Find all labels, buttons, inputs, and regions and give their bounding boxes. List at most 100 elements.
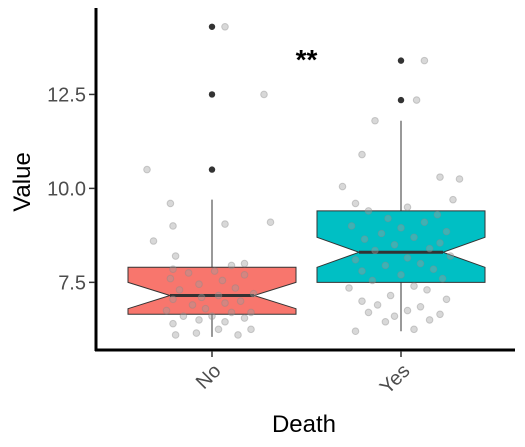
point-yes-44 <box>455 175 464 183</box>
outlier-no-1 <box>208 91 216 98</box>
point-no-8 <box>240 314 249 322</box>
point-yes-11 <box>442 295 451 304</box>
point-no-16 <box>221 299 229 307</box>
point-no-11 <box>227 308 236 317</box>
x-tick-label-no: No <box>192 360 226 394</box>
point-no-36 <box>169 222 177 230</box>
point-no-13 <box>201 304 210 313</box>
point-no-32 <box>240 259 249 268</box>
point-yes-35 <box>347 222 356 230</box>
point-yes-1 <box>410 325 418 334</box>
point-yes-26 <box>371 246 379 255</box>
point-yes-9 <box>373 301 382 309</box>
point-yes-46 <box>358 150 366 159</box>
point-no-25 <box>218 276 227 285</box>
point-yes-0 <box>351 327 360 336</box>
point-no-15 <box>188 301 197 309</box>
point-no-34 <box>149 237 158 245</box>
point-yes-47 <box>371 116 379 125</box>
point-no-23 <box>231 284 240 292</box>
point-no-35 <box>221 220 229 228</box>
point-yes-38 <box>433 210 442 219</box>
point-no-41 <box>221 22 229 31</box>
point-no-29 <box>210 267 219 275</box>
point-yes-40 <box>403 203 412 211</box>
box-yes <box>316 210 486 283</box>
point-no-10 <box>208 312 216 320</box>
point-no-12 <box>162 306 171 315</box>
point-no-18 <box>236 297 245 305</box>
point-no-31 <box>227 261 236 270</box>
point-no-20 <box>214 291 223 300</box>
outlier-yes-0 <box>397 96 405 104</box>
x-axis-title: Death <box>272 411 336 438</box>
point-no-37 <box>266 218 275 227</box>
point-no-39 <box>143 165 151 174</box>
point-no-6 <box>195 316 203 324</box>
point-no-17 <box>169 295 177 304</box>
point-no-26 <box>166 274 175 283</box>
box-no <box>127 266 297 315</box>
point-yes-17 <box>438 274 447 283</box>
point-yes-49 <box>420 56 429 65</box>
y-tick-label-2: 12.5 <box>47 84 86 106</box>
y-axis-title: Value <box>9 152 36 212</box>
point-yes-42 <box>449 195 457 204</box>
point-no-14 <box>247 308 255 317</box>
point-yes-25 <box>446 252 455 260</box>
point-yes-48 <box>412 96 421 104</box>
point-yes-29 <box>436 239 444 247</box>
point-yes-16 <box>368 276 377 285</box>
point-yes-8 <box>416 302 425 311</box>
x-tick-label-yes: Yes <box>376 360 415 399</box>
point-yes-13 <box>423 286 431 294</box>
point-yes-6 <box>364 308 373 317</box>
point-yes-18 <box>397 271 405 279</box>
point-yes-19 <box>358 267 366 275</box>
point-no-30 <box>169 265 177 273</box>
point-no-1 <box>192 329 201 337</box>
point-yes-33 <box>442 227 451 236</box>
point-yes-32 <box>377 229 386 238</box>
point-yes-2 <box>381 318 390 326</box>
point-no-7 <box>221 318 229 326</box>
point-no-4 <box>247 325 255 334</box>
point-yes-43 <box>338 182 347 191</box>
point-yes-20 <box>429 265 438 273</box>
point-yes-34 <box>397 224 405 232</box>
point-no-2 <box>214 325 223 334</box>
axes <box>94 8 515 352</box>
point-yes-5 <box>436 310 444 319</box>
point-yes-41 <box>351 199 360 208</box>
point-yes-24 <box>403 254 412 262</box>
annotations: ** <box>296 44 318 75</box>
point-yes-15 <box>410 282 418 290</box>
point-yes-23 <box>351 256 360 264</box>
y-tick-label-0: 7.5 <box>58 272 86 294</box>
point-no-24 <box>195 280 203 289</box>
point-yes-39 <box>364 207 373 215</box>
point-no-3 <box>234 331 242 339</box>
point-yes-7 <box>403 306 412 315</box>
point-yes-14 <box>345 284 353 292</box>
point-yes-10 <box>358 297 366 305</box>
point-yes-22 <box>416 259 425 268</box>
outlier-yes-1 <box>397 57 405 64</box>
point-no-0 <box>171 331 180 339</box>
point-yes-21 <box>381 261 390 270</box>
point-yes-3 <box>425 316 434 324</box>
point-no-22 <box>175 286 184 294</box>
point-no-27 <box>240 271 249 279</box>
point-yes-12 <box>386 291 395 300</box>
point-no-5 <box>169 319 177 328</box>
point-no-38 <box>166 199 175 208</box>
y-tick-label-1: 10.0 <box>47 178 86 200</box>
point-no-9 <box>179 312 188 320</box>
point-no-19 <box>197 293 206 302</box>
outlier-no-2 <box>208 23 216 30</box>
point-yes-31 <box>410 233 418 242</box>
point-yes-30 <box>360 235 369 243</box>
point-yes-28 <box>390 240 399 249</box>
significance-annotation: ** <box>296 44 318 75</box>
